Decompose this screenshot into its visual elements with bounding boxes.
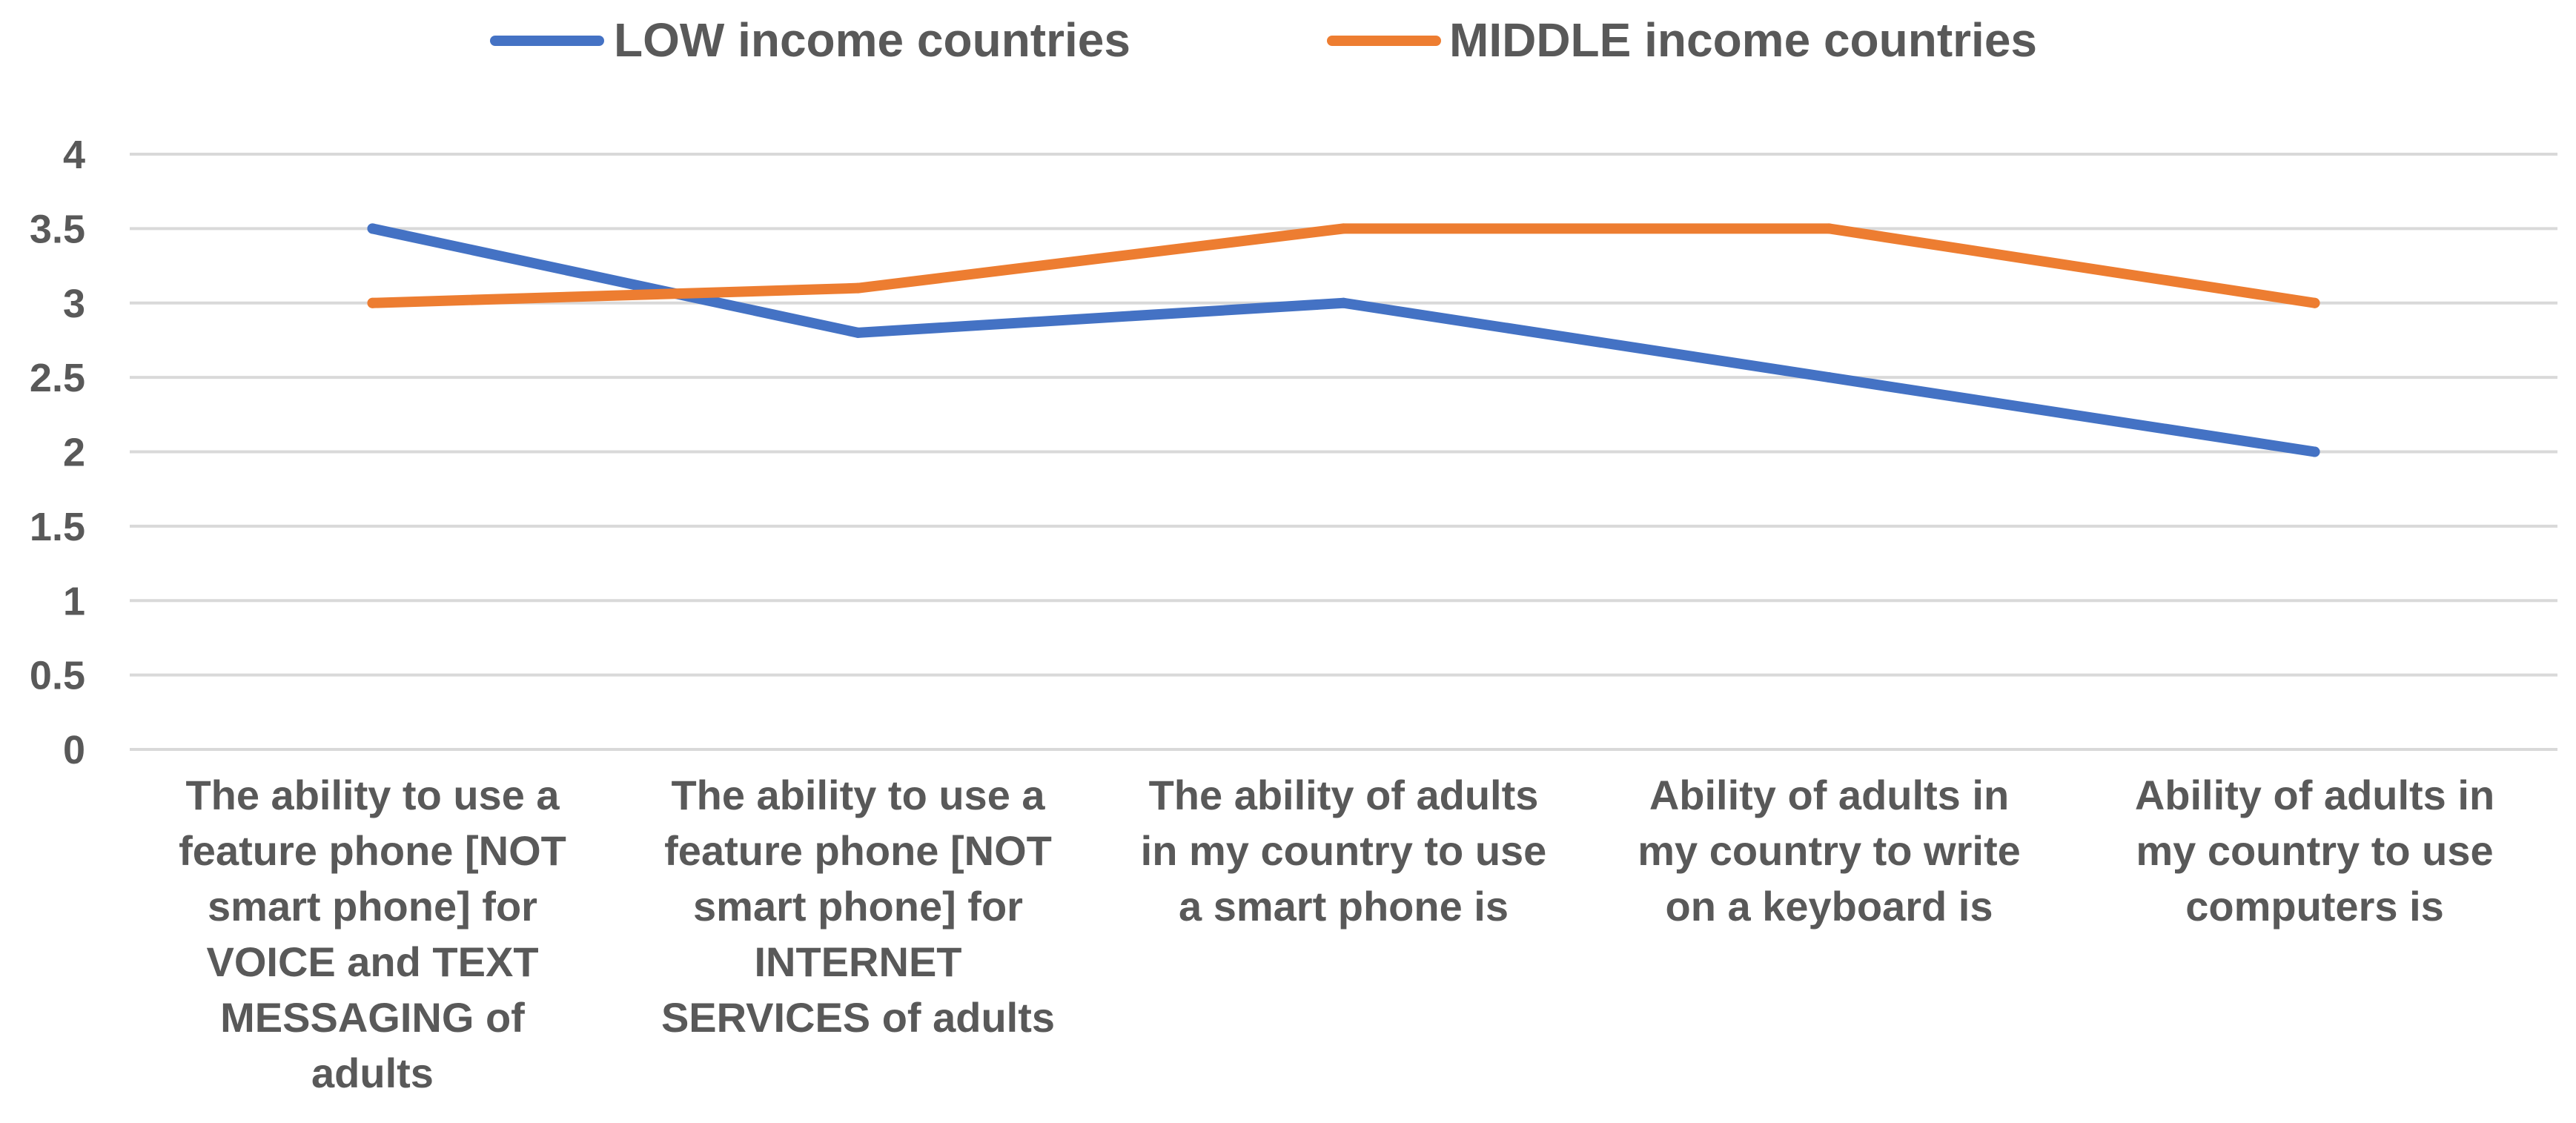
x-tick-label-line: a smart phone is (1179, 883, 1509, 930)
x-tick-label-line: VOICE and TEXT (206, 938, 538, 985)
y-tick-label: 0.5 (30, 654, 85, 698)
x-tick-label-line: my country to use (2136, 827, 2493, 874)
x-tick-label-line: in my country to use (1141, 827, 1547, 874)
x-tick-label-line: Ability of adults in (1649, 772, 2009, 818)
data-point (367, 223, 378, 234)
data-point (367, 297, 378, 308)
data-point (1338, 223, 1349, 234)
y-tick-label: 4 (63, 133, 85, 177)
x-tick-label-line: The ability to use a (671, 772, 1045, 818)
x-axis: The ability to use a feature phone [NOT sm… (179, 772, 2494, 1096)
legend: LOW income countries MIDDLE income countr… (490, 13, 2037, 67)
data-point (1824, 223, 1835, 234)
x-tick-label-line: my country to write (1638, 827, 2021, 874)
x-tick-label: Ability of adults in my country to write o… (1638, 772, 2021, 930)
gridlines (130, 153, 2557, 751)
y-tick-label: 3.5 (30, 207, 85, 251)
legend-label: LOW income countries (614, 13, 1130, 67)
x-tick-label-line: adults (311, 1050, 434, 1096)
x-tick-label-line: feature phone [NOT (179, 827, 566, 874)
x-tick-label: The ability to use a feature phone [NOT sm… (661, 772, 1055, 1041)
data-point (852, 282, 864, 294)
y-tick-label: 0 (63, 728, 85, 772)
x-tick-label-line: SERVICES of adults (661, 994, 1055, 1041)
x-tick-label: The ability of adults in my country to us… (1141, 772, 1547, 930)
x-tick-label: Ability of adults in my country to use com… (2135, 772, 2494, 930)
x-tick-label-line: smart phone] for (208, 883, 537, 930)
data-point (1338, 297, 1349, 308)
x-tick-label-line: The ability of adults (1149, 772, 1539, 818)
y-tick-label: 2.5 (30, 356, 85, 400)
y-tick-label: 3 (63, 282, 85, 326)
data-point (852, 327, 864, 338)
x-tick-label-line: feature phone [NOT (664, 827, 1052, 874)
x-tick-label: The ability to use a feature phone [NOT sm… (179, 772, 566, 1096)
y-tick-label: 1.5 (30, 505, 85, 549)
series-line-middle-income (367, 223, 2320, 308)
x-tick-label-line: on a keyboard is (1666, 883, 1993, 930)
y-tick-label: 2 (63, 431, 85, 475)
legend-label: MIDDLE income countries (1449, 13, 2037, 67)
y-axis: 0 0.5 1 1.5 2 2.5 3 3.5 4 (30, 133, 85, 772)
x-tick-label-line: Ability of adults in (2135, 772, 2494, 818)
x-tick-label-line: smart phone] for (693, 883, 1023, 930)
data-point (2309, 297, 2320, 308)
y-tick-label: 1 (63, 579, 85, 623)
x-tick-label-line: INTERNET (755, 938, 962, 985)
x-tick-label-line: MESSAGING of (220, 994, 525, 1041)
x-tick-label-line: computers is (2185, 883, 2444, 930)
x-tick-label-line: The ability to use a (185, 772, 560, 818)
data-point (2309, 446, 2320, 457)
series-lines (367, 223, 2320, 457)
data-point (1824, 372, 1835, 383)
